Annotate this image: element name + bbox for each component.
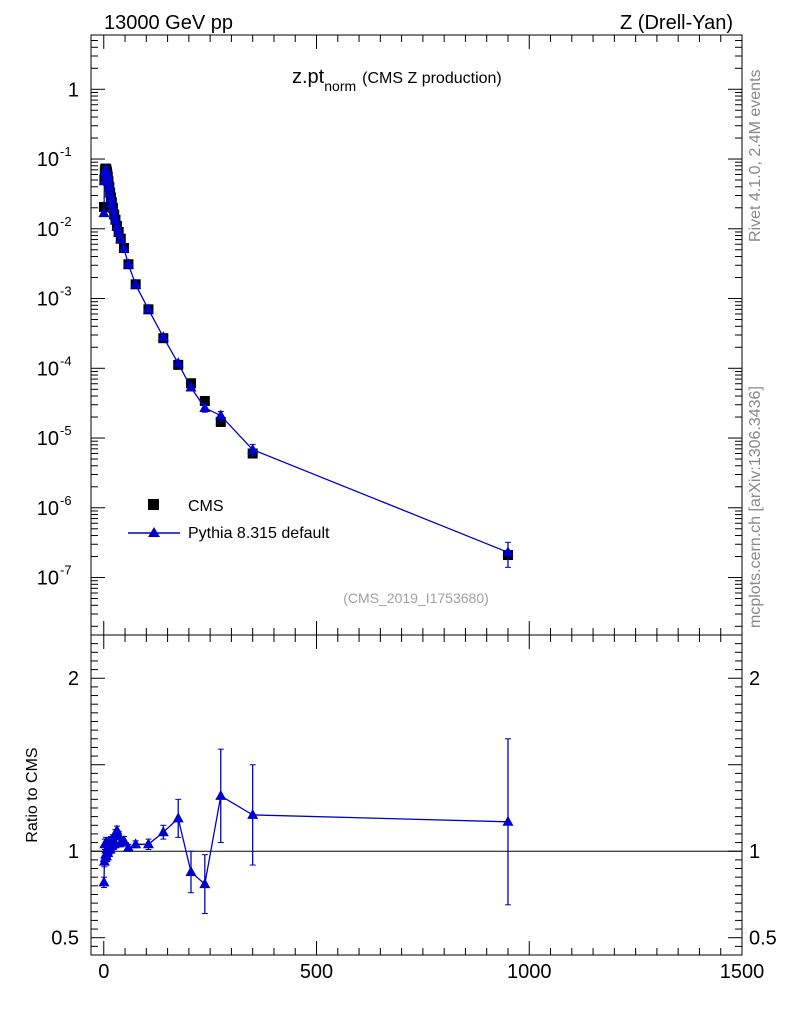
main-ytick-label: 1 <box>68 79 79 101</box>
ratio-data-point <box>502 815 514 826</box>
main-ytick-label: 10 <box>37 498 59 520</box>
pythia-data-point <box>215 409 227 420</box>
ratio-ytick-label-right: 2 <box>749 668 760 690</box>
main-ytick-exponent: -3 <box>60 284 72 299</box>
pythia-data-point <box>142 303 154 314</box>
pythia-data-point <box>122 258 134 269</box>
chart-subtitle: (CMS Z production) <box>362 70 502 87</box>
header-left-title: 13000 GeV pp <box>104 12 233 34</box>
main-ytick-exponent: -2 <box>60 214 72 229</box>
ratio-ytick-label-right: 1 <box>749 841 760 863</box>
pythia-data-point <box>502 546 514 557</box>
pythia-data-point <box>98 207 110 218</box>
pythia-data-point <box>130 278 142 289</box>
pythia-data-point <box>104 187 116 198</box>
main-ytick-label: 10 <box>37 568 59 590</box>
ratio-axes: 0 500 1000 1500 0.5 0.5 1 1 2 2 <box>51 634 777 983</box>
main-ytick-label: 10 <box>37 289 59 311</box>
chart-title-subscript: norm <box>324 78 356 94</box>
ratio-data-point <box>247 808 259 819</box>
ratio-series <box>98 738 514 914</box>
pythia-data-point <box>185 381 197 392</box>
analysis-watermark: (CMS_2019_I1753680) <box>343 590 489 606</box>
legend-pythia-label: Pythia 8.315 default <box>188 525 330 542</box>
legend: CMS Pythia 8.315 default <box>128 498 330 542</box>
ratio-data-point <box>185 865 197 876</box>
pythia-data-point <box>157 331 169 342</box>
pythia-data-point <box>109 214 121 225</box>
pythia-data-point <box>247 443 259 454</box>
main-ytick-exponent: -4 <box>60 353 72 368</box>
main-series <box>98 163 514 568</box>
main-panel-frame <box>90 34 743 636</box>
pythia-data-point <box>172 357 184 368</box>
ratio-data-point <box>157 826 169 837</box>
ratio-ytick-label-right: 0.5 <box>749 928 777 950</box>
ratio-panel-frame <box>90 634 743 956</box>
header-right-title: Z (Drell-Yan) <box>620 12 733 34</box>
rivet-version-label: Rivet 4.1.0, 2.4M events <box>747 69 764 242</box>
ratio-ylabel: Ratio to CMS <box>24 747 41 842</box>
pythia-data-point <box>107 202 119 213</box>
ratio-data-point <box>172 812 184 823</box>
ratio-ytick-label-left: 2 <box>68 668 79 690</box>
main-ytick-label: 10 <box>37 149 59 171</box>
ratio-data-point <box>98 876 110 887</box>
cms-data-point <box>199 395 210 406</box>
main-ytick-label: 10 <box>37 358 59 380</box>
mcplots-label: mcplots.cern.ch [arXiv:1306.3436] <box>747 386 764 628</box>
pythia-data-point <box>108 208 120 219</box>
pythia-series-line <box>103 167 509 553</box>
legend-pythia-marker <box>148 527 160 537</box>
legend-cms-label: CMS <box>188 498 224 515</box>
ratio-data-point <box>113 829 125 840</box>
pythia-data-point <box>111 220 123 231</box>
pythia-data-point <box>199 401 211 412</box>
main-ytick-label: 10 <box>37 428 59 450</box>
ratio-xtick-label: 0 <box>98 961 109 983</box>
ratio-series-line <box>103 794 509 886</box>
ratio-data-point <box>199 878 211 889</box>
ratio-data-point <box>122 841 134 852</box>
pythia-data-point <box>115 233 127 244</box>
ratio-xtick-label: 1500 <box>720 961 765 983</box>
ratio-xtick-label: 500 <box>300 961 333 983</box>
pythia-data-point <box>102 175 114 186</box>
cms-data-point <box>215 416 226 427</box>
main-ytick-exponent: -1 <box>60 144 72 159</box>
pythia-data-point <box>106 197 118 208</box>
ratio-ytick-label-left: 1 <box>68 841 79 863</box>
main-ytick-exponent: -7 <box>60 563 72 578</box>
pythia-data-point <box>113 226 125 237</box>
ratio-data-point <box>215 789 227 800</box>
pythia-data-point <box>103 181 115 192</box>
main-ytick-exponent: -5 <box>60 423 72 438</box>
pythia-data-point <box>105 192 117 203</box>
main-ytick-label: 10 <box>37 219 59 241</box>
chart-title: z.ptnorm (CMS Z production) <box>292 66 502 94</box>
legend-cms-marker <box>148 499 159 510</box>
ratio-data-point <box>118 834 130 845</box>
ratio-data-point <box>142 838 154 849</box>
ratio-data-point <box>130 838 142 849</box>
pythia-data-point <box>118 242 130 253</box>
ratio-xtick-label: 1000 <box>507 961 552 983</box>
main-axes: 110-110-210-310-410-510-610-7 <box>37 34 743 635</box>
chart-title-main: z.pt <box>292 66 325 88</box>
main-ytick-exponent: -6 <box>60 493 72 508</box>
ratio-ytick-label-left: 0.5 <box>51 928 79 950</box>
